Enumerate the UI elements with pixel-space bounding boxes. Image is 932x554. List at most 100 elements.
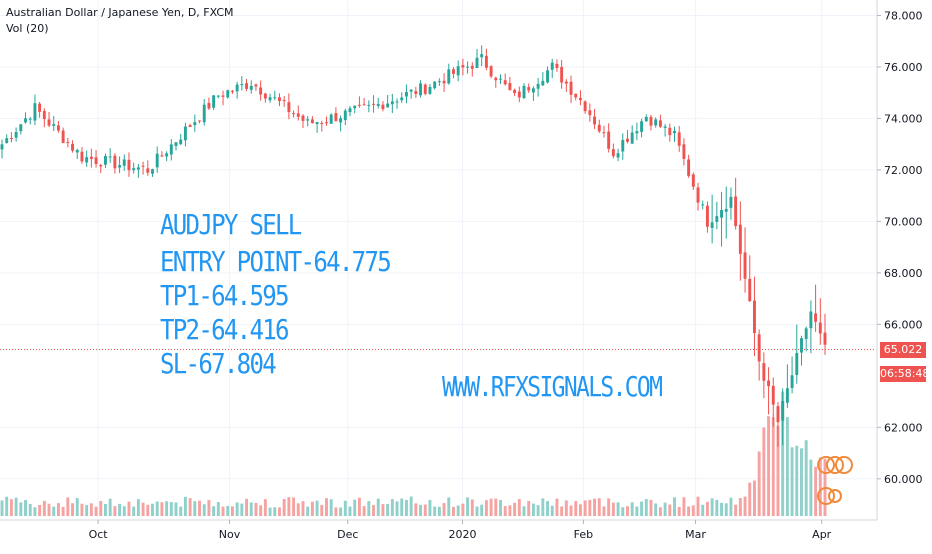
candle: [752, 276, 756, 357]
volume-bar: [188, 498, 192, 516]
volume-bar: [654, 503, 658, 516]
candle: [484, 48, 488, 71]
volume-bar: [28, 504, 32, 516]
volume-bar: [494, 498, 498, 516]
candle: [781, 388, 785, 446]
volume-bar: [56, 503, 60, 516]
volume-bar: [658, 507, 662, 516]
candle: [522, 83, 526, 100]
candle: [202, 99, 206, 126]
volume-bar: [400, 498, 404, 516]
candle: [658, 114, 662, 129]
candle: [376, 97, 380, 109]
candle: [282, 96, 286, 107]
volume-bar: [456, 505, 460, 516]
volume-bar: [14, 497, 18, 516]
candle: [71, 140, 75, 153]
volume-bar: [160, 502, 164, 516]
volume-bar: [80, 503, 84, 516]
candle: [66, 137, 70, 148]
candle: [818, 298, 822, 345]
event-markers[interactable]: [817, 456, 853, 505]
volume-bar: [179, 506, 183, 516]
volume-bar: [499, 500, 502, 516]
candle: [249, 80, 253, 94]
volume-bar: [720, 502, 723, 516]
time-tick-label: Oct: [89, 528, 109, 541]
candle: [216, 95, 220, 99]
candle: [9, 132, 13, 143]
signal-tp1: TP1-64.595: [160, 279, 289, 312]
volume-bar: [306, 506, 310, 516]
candle: [230, 89, 234, 94]
candle: [390, 93, 394, 114]
volume-bar: [132, 506, 136, 516]
volume-bar: [325, 498, 328, 516]
candle: [696, 182, 700, 211]
volume-bar: [287, 497, 291, 516]
volume-bar: [705, 501, 709, 516]
candle: [762, 352, 766, 399]
candlesticks: [0, 45, 827, 447]
volume-bar: [282, 499, 286, 516]
volume-bar: [621, 507, 625, 516]
volume-bar: [795, 445, 799, 516]
volume-indicator-label[interactable]: Vol (20): [6, 22, 49, 35]
candle: [85, 150, 89, 167]
price-tick-label: 60.000: [884, 473, 923, 486]
volume-bar: [33, 507, 37, 516]
candle: [677, 125, 681, 152]
volume-bar: [127, 501, 131, 516]
candle: [729, 187, 733, 220]
candle: [508, 76, 512, 91]
candle: [720, 191, 723, 247]
candle: [597, 119, 601, 133]
candle: [640, 118, 644, 138]
volume-bar: [61, 506, 65, 516]
price-axis[interactable]: 78.000 76.000 74.000 72.000 70.000 68.000 66.0…: [877, 9, 923, 486]
candle: [395, 98, 399, 109]
volume-bar: [663, 502, 667, 516]
volume-bar: [682, 497, 686, 516]
price-tick-label: 62.000: [884, 421, 923, 434]
volume-bar: [560, 506, 564, 516]
volume-bar: [809, 459, 813, 516]
candle: [320, 120, 324, 132]
volume-bar: [348, 506, 352, 516]
time-axis[interactable]: Oct Nov Dec 2020 Feb Mar Apr: [89, 520, 832, 541]
candle: [611, 143, 615, 159]
candle: [442, 73, 446, 92]
volume-bar: [174, 502, 178, 516]
candle: [757, 329, 761, 381]
volume-bar: [489, 498, 493, 516]
volume-bar: [202, 504, 206, 516]
volume-bar: [122, 506, 126, 516]
volume-bar: [442, 503, 446, 516]
volume-bar: [198, 500, 201, 516]
candle: [94, 150, 98, 168]
volume-bar: [292, 497, 296, 516]
candle: [183, 122, 187, 147]
volume-bar: [390, 499, 394, 516]
volume-bar: [245, 498, 249, 516]
candle: [188, 123, 192, 128]
volume-bar: [626, 506, 629, 516]
volume-bar: [136, 499, 140, 516]
candle: [776, 402, 780, 447]
volume-bar: [597, 498, 601, 516]
candle: [334, 107, 338, 122]
candle: [245, 78, 249, 92]
volume-bar: [776, 425, 780, 516]
candle: [254, 83, 258, 91]
candle: [630, 125, 634, 144]
volume-bar: [437, 506, 441, 516]
candle: [5, 134, 9, 144]
volume-bar: [536, 505, 540, 516]
volume-bar: [212, 506, 216, 516]
volume-bar: [386, 504, 390, 516]
candle: [767, 367, 771, 415]
volume-bar: [701, 504, 705, 516]
volume-bars: [0, 391, 827, 516]
